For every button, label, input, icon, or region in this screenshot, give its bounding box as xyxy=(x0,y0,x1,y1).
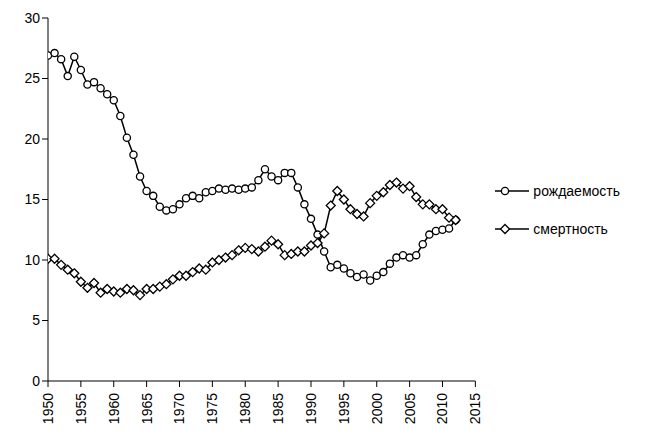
html-text:рождаемость: рождаемость xyxy=(533,182,620,199)
svg-text:1965: 1965 xyxy=(139,393,155,424)
svg-text:1970: 1970 xyxy=(171,393,187,424)
svg-text:1990: 1990 xyxy=(303,393,319,424)
svg-text:5: 5 xyxy=(32,312,40,328)
svg-text:1975: 1975 xyxy=(204,393,220,424)
svg-text:2000: 2000 xyxy=(369,393,385,424)
svg-text:1995: 1995 xyxy=(336,393,352,424)
svg-text:2005: 2005 xyxy=(402,393,418,424)
svg-text:1985: 1985 xyxy=(270,393,286,424)
svg-text:10: 10 xyxy=(24,252,40,268)
svg-text:2015: 2015 xyxy=(467,393,483,424)
svg-text:1980: 1980 xyxy=(237,393,253,424)
svg-text:30: 30 xyxy=(24,10,40,26)
svg-text:25: 25 xyxy=(24,70,40,86)
svg-text:1955: 1955 xyxy=(73,393,89,424)
svg-text:1960: 1960 xyxy=(106,393,122,424)
svg-text:0: 0 xyxy=(32,373,40,389)
html-text:смертность: смертность xyxy=(533,220,608,237)
svg-text:15: 15 xyxy=(24,191,40,207)
svg-text:1950: 1950 xyxy=(40,393,56,424)
svg-text:2010: 2010 xyxy=(434,393,450,424)
svg-text:20: 20 xyxy=(24,131,40,147)
